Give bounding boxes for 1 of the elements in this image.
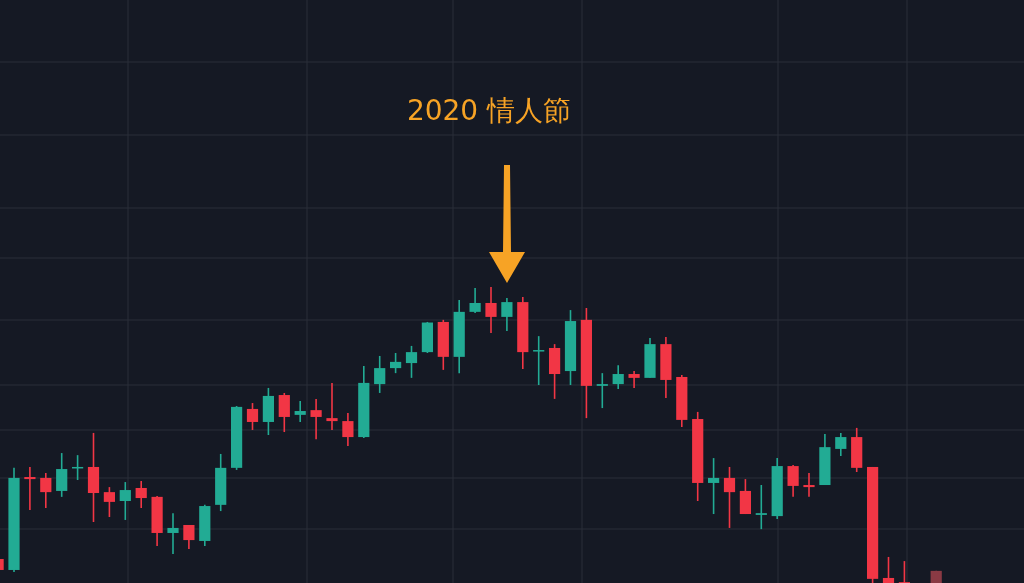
text: 2020 情人節 bbox=[406, 94, 572, 127]
